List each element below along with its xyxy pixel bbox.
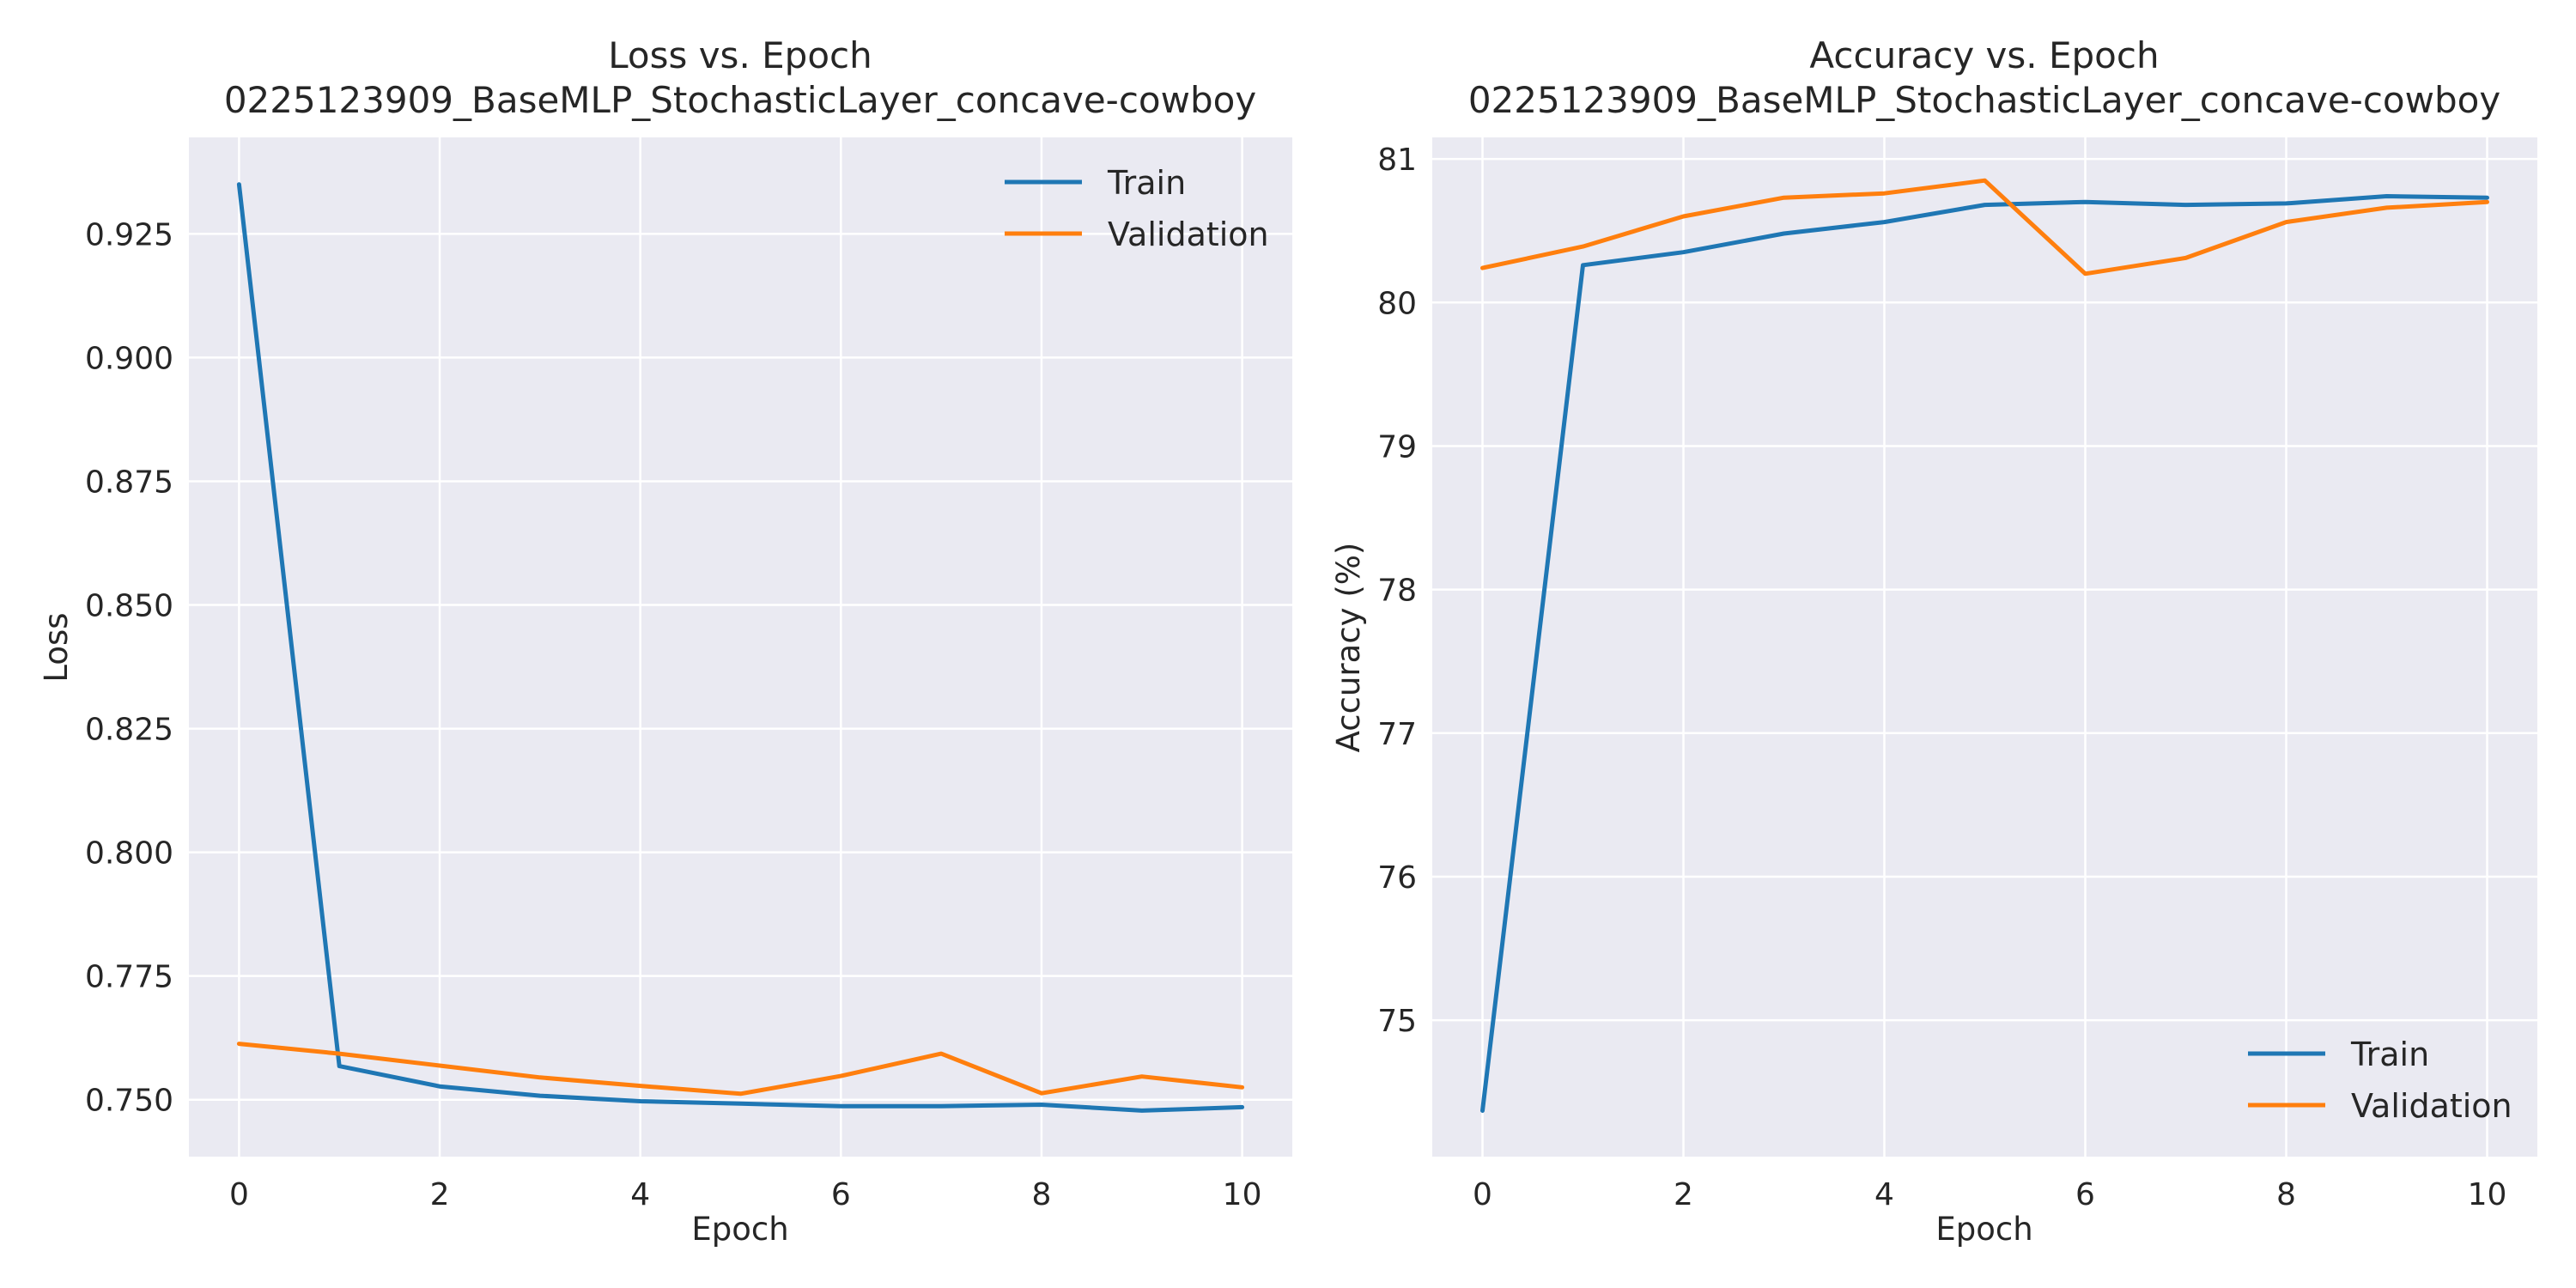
y-tick-label: 0.750 [85,1084,173,1119]
accuracy-series-lines [1480,178,2489,1113]
y-tick-label: 0.825 [85,713,173,748]
y-tick-label: 0.850 [85,589,173,624]
series-line-validation [1480,178,2489,276]
x-tick-label: 4 [630,1177,650,1212]
legend-label-validation: Validation [1108,216,1269,253]
y-tick-label: 0.800 [85,836,173,872]
loss-chart-title-line1: Loss vs. Epoch [608,34,872,76]
accuracy-x-tick-labels: 0 2 4 6 8 10 [1473,1177,2506,1212]
y-tick-label: 0.875 [85,465,173,500]
x-tick-label: 8 [2276,1177,2296,1212]
y-tick-label: 81 [1377,143,1417,178]
accuracy-plot-area [1432,137,2537,1157]
x-tick-label: 0 [1473,1177,1492,1212]
legend-label-train: Train [2350,1036,2429,1073]
accuracy-x-axis-label: Epoch [1935,1211,2032,1248]
y-tick-label: 75 [1377,1004,1417,1039]
y-tick-label: 77 [1377,717,1417,752]
loss-legend: Train Validation [1005,164,1269,253]
y-tick-label: 0.900 [85,341,173,376]
legend-label-train: Train [1107,164,1186,202]
accuracy-legend: Train Validation [2248,1036,2512,1125]
series-line-train [236,182,1245,1113]
loss-grid [189,137,1292,1157]
legend-label-validation: Validation [2351,1087,2512,1125]
loss-chart-title-line2: 0225123909_BaseMLP_StochasticLayer_conca… [224,79,1256,121]
y-tick-label: 80 [1377,286,1417,321]
loss-series-lines [236,182,1245,1113]
y-tick-label: 0.925 [85,217,173,252]
loss-x-tick-labels: 0 2 4 6 8 10 [229,1177,1262,1212]
x-tick-label: 8 [1032,1177,1052,1212]
x-tick-label: 10 [1223,1177,1262,1212]
loss-x-axis-label: Epoch [691,1211,788,1248]
y-tick-label: 78 [1377,574,1417,609]
accuracy-grid [1432,137,2537,1157]
x-tick-label: 0 [229,1177,249,1212]
x-tick-label: 6 [2075,1177,2095,1212]
series-line-validation [236,1042,1245,1097]
loss-chart: 0 2 4 6 8 10 0.7500.7750.8000.8250.8500.8750.… [38,34,1292,1248]
accuracy-y-tick-labels: 75 76 77 78 79 80 81 [1377,143,1417,1039]
x-tick-label: 10 [2468,1177,2507,1212]
accuracy-chart: 0 2 4 6 8 10 75 76 77 78 79 80 81 Accuracy vs. Epoc… [1330,34,2537,1248]
y-tick-label: 0.775 [85,960,173,995]
y-tick-label: 76 [1377,860,1417,896]
x-tick-label: 2 [430,1177,450,1212]
accuracy-chart-title-line2: 0225123909_BaseMLP_StochasticLayer_conca… [1468,79,2500,121]
series-line-train [1480,194,2489,1113]
loss-y-tick-labels: 0.750 0.775 0.800 0.825 0.850 0.875 0.900 0.925 [85,217,173,1118]
y-tick-label: 79 [1377,429,1417,465]
loss-plot-area [189,137,1292,1157]
x-tick-label: 6 [831,1177,851,1212]
x-tick-label: 4 [1874,1177,1894,1212]
x-tick-label: 2 [1674,1177,1693,1212]
loss-y-axis-label: Loss [38,612,75,682]
accuracy-y-axis-label: Accuracy (%) [1330,543,1367,753]
accuracy-chart-title-line1: Accuracy vs. Epoch [1809,34,2159,76]
